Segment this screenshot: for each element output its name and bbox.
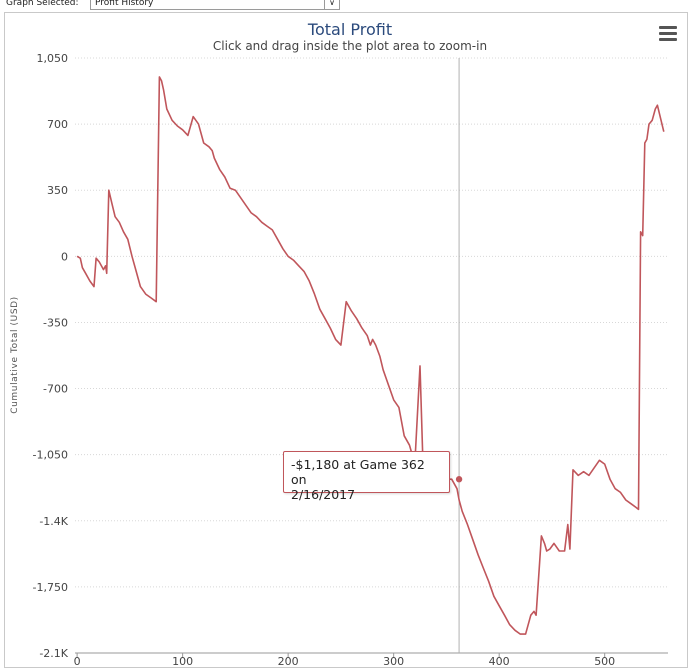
graph-select-value: Profit History: [95, 0, 154, 8]
x-axis-ticks: 0 100 200 300 400 500: [74, 653, 615, 668]
x-tick-label: 400: [489, 655, 510, 668]
y-tick-label: 0: [61, 250, 68, 263]
graph-selected-label: Graph Selected:: [6, 0, 79, 8]
y-axis-label: Cumulative Total (USD): [10, 296, 20, 414]
x-tick-label: 200: [278, 655, 299, 668]
y-tick-label: 350: [47, 184, 68, 197]
menu-bar-2: [659, 32, 677, 35]
x-tick-label: 500: [594, 655, 615, 668]
chart-container: [4, 12, 688, 668]
tooltip-line-1: -$1,180 at Game 362 on: [291, 457, 425, 487]
y-tick-label: -700: [43, 383, 68, 396]
x-tick-label: 300: [383, 655, 404, 668]
graph-select-dropdown[interactable]: Profit History ∨: [90, 0, 340, 10]
y-tick-label: -350: [43, 316, 68, 329]
y-tick-label: 700: [47, 118, 68, 131]
y-tick-label: 1,050: [37, 52, 69, 65]
y-tick-label: -1,050: [33, 449, 68, 462]
tooltip-line-2: 2/16/2017: [291, 487, 356, 502]
menu-bar-3: [659, 38, 677, 41]
y-tick-label: -1.4K: [39, 515, 68, 528]
chart-title: Total Profit: [307, 20, 393, 39]
chart-subtitle: Click and drag inside the plot area to z…: [212, 39, 488, 53]
y-tick-label: -1,750: [33, 581, 68, 594]
grid-lines: [75, 57, 668, 654]
data-tooltip: -$1,180 at Game 362 on 2/16/2017: [283, 451, 450, 502]
graph-selector-bar: Graph Selected: Profit History ∨: [0, 0, 700, 12]
x-tick-label: 0: [74, 655, 81, 668]
menu-bar-1: [659, 26, 677, 29]
chevron-down-icon[interactable]: ∨: [324, 0, 339, 10]
y-tick-label: -2.1K: [39, 647, 68, 660]
x-tick-label: 100: [172, 655, 193, 668]
y-axis-ticks: 1,050 700 350 0 -350 -700 -1,050 -1.4K -1,750 -2.…: [33, 52, 69, 660]
hamburger-icon[interactable]: [659, 26, 677, 42]
hover-point-marker[interactable]: [455, 476, 463, 483]
profit-series-line[interactable]: [76, 76, 665, 635]
